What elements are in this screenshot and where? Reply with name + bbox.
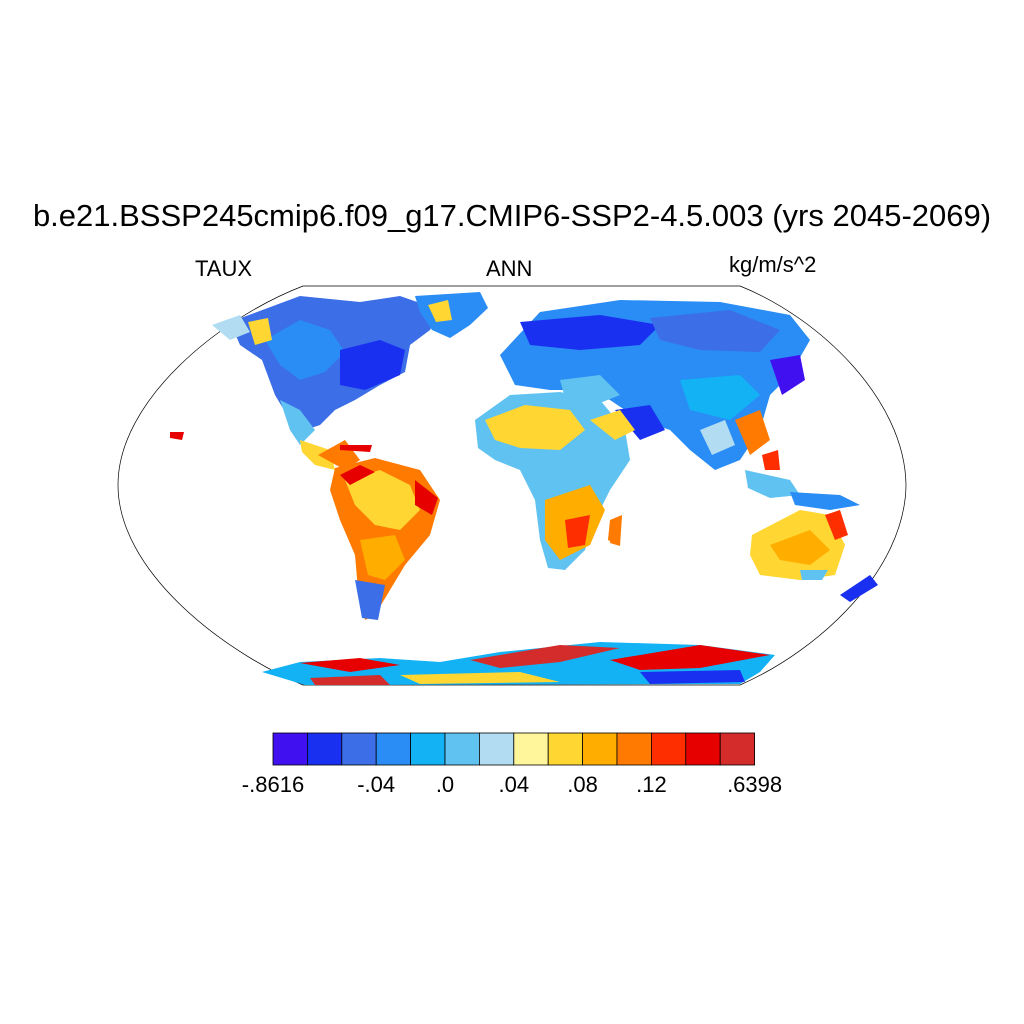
colorbar-box [547, 732, 584, 766]
colorbar-box [410, 732, 446, 766]
colorbar-box [272, 732, 308, 766]
colorbar-tick-label: .08 [567, 772, 598, 797]
antarctica-landmass [262, 642, 775, 685]
south-america-landmass [330, 458, 440, 620]
colorbar-box [478, 732, 515, 766]
variable-label: TAUX [195, 256, 253, 281]
australia-landmass [750, 510, 848, 580]
colorbar-tick-label: .0 [435, 772, 455, 797]
africa-landmass [475, 392, 630, 570]
new-zealand-landmass [840, 575, 878, 602]
hawaii-islands [170, 432, 184, 440]
colorbar-box [651, 732, 687, 766]
colorbar-box [582, 732, 618, 766]
colorbar-tick-label: .04 [498, 772, 530, 797]
colorbar-tick-label: -.8616 [241, 772, 305, 797]
season-label: ANN [486, 256, 533, 281]
colorbar-box [306, 732, 343, 766]
southeast-asia-islands [745, 450, 860, 510]
colorbar-box [719, 732, 756, 766]
madagascar-landmass [610, 516, 622, 546]
colorbar-box [444, 732, 480, 766]
colorbar-tick-label: .12 [636, 772, 667, 797]
colorbar-box [341, 732, 377, 766]
eurasia-landmass [500, 300, 810, 470]
colorbar-box [375, 732, 412, 766]
colorbar-box [513, 732, 549, 766]
colorbar-tick-label: -.04 [357, 772, 396, 797]
caribbean-islands [340, 445, 372, 452]
greenland-landmass [415, 292, 488, 338]
plot-title: b.e21.BSSP245cmip6.f09_g17.CMIP6-SSP2-4.… [32, 198, 992, 233]
colorbar-box [685, 732, 721, 766]
units-label: kg/m/s^2 [729, 252, 817, 277]
colorbar-box [616, 732, 652, 766]
colorbar-tick-label: .6398 [727, 772, 783, 797]
